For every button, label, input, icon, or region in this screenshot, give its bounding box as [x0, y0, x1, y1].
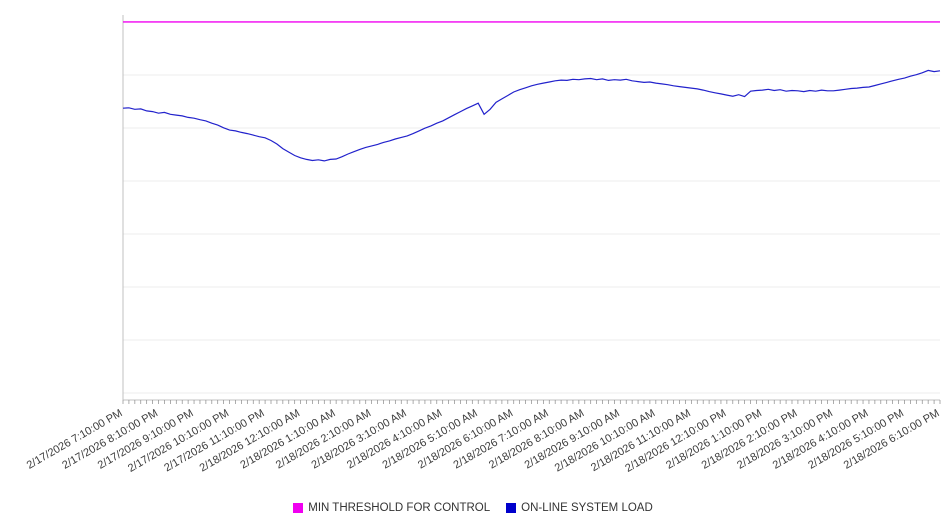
legend-item-threshold: MIN THRESHOLD FOR CONTROL [293, 502, 490, 514]
legend-item-system-load: ON-LINE SYSTEM LOAD [506, 502, 653, 514]
legend-label-threshold: MIN THRESHOLD FOR CONTROL [308, 502, 491, 514]
system-load-swatch-icon [506, 503, 517, 513]
legend-label-system-load: ON-LINE SYSTEM LOAD [521, 502, 653, 514]
legend: MIN THRESHOLD FOR CONTROL ON-LINE SYSTEM… [0, 502, 946, 526]
threshold-swatch-icon [293, 503, 304, 513]
chart-canvas: 2/17/2026 7:10:00 PM2/17/2026 8:10:00 PM… [25, 15, 942, 475]
